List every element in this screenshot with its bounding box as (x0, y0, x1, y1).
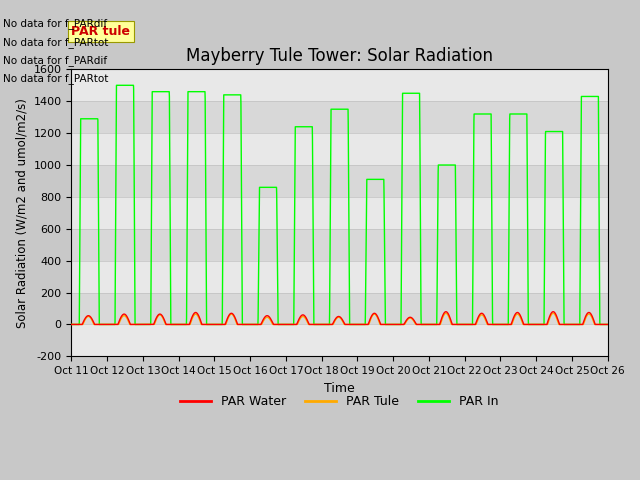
Bar (72, 324, 608, 356)
Bar (72, 293, 608, 324)
Text: No data for f_PARdif: No data for f_PARdif (3, 18, 108, 29)
Bar (72, 133, 608, 165)
Bar (72, 101, 608, 133)
Text: No data for f_PARtot: No data for f_PARtot (3, 73, 109, 84)
X-axis label: Time: Time (324, 382, 355, 395)
Text: No data for f_PARdif: No data for f_PARdif (3, 55, 108, 66)
Bar (72, 261, 608, 293)
Text: No data for f_PARtot: No data for f_PARtot (3, 36, 109, 48)
Y-axis label: Solar Radiation (W/m2 and umol/m2/s): Solar Radiation (W/m2 and umol/m2/s) (15, 98, 28, 328)
Bar (72, 197, 608, 229)
Bar (72, 229, 608, 261)
Bar (72, 69, 608, 101)
Text: PAR tule: PAR tule (72, 25, 131, 38)
Title: Mayberry Tule Tower: Solar Radiation: Mayberry Tule Tower: Solar Radiation (186, 47, 493, 65)
Bar (72, 165, 608, 197)
Legend: PAR Water, PAR Tule, PAR In: PAR Water, PAR Tule, PAR In (175, 390, 504, 413)
